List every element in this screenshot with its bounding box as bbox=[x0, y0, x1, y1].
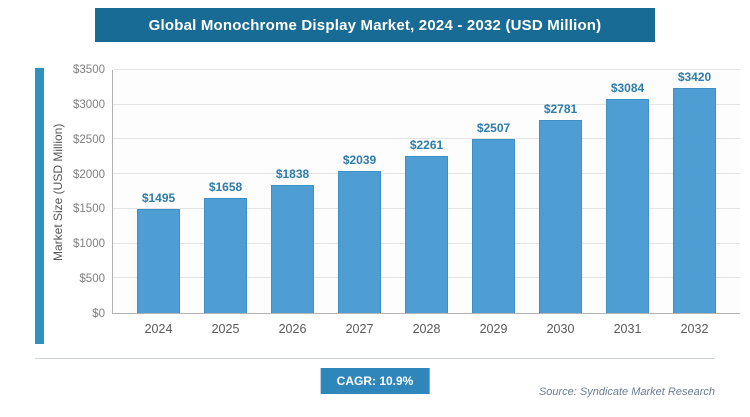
x-axis-label: 2028 bbox=[412, 322, 441, 336]
bar bbox=[606, 98, 649, 313]
bar-slot: $3420 bbox=[661, 70, 728, 313]
y-tick-label: $0 bbox=[92, 308, 105, 320]
bar-chart: Market Size (USD Million) $0 $500 $1000 $15… bbox=[50, 64, 740, 342]
y-tick-label: $2000 bbox=[73, 168, 105, 181]
footer-divider bbox=[35, 358, 715, 359]
bar bbox=[472, 138, 515, 313]
bar bbox=[271, 185, 314, 313]
x-axis-label: 2024 bbox=[144, 322, 173, 336]
x-axis-label: 2027 bbox=[345, 322, 374, 336]
x-axis-label: 2026 bbox=[278, 322, 307, 336]
bar-slot: $1658 bbox=[192, 70, 259, 313]
bar-value-label: $1838 bbox=[275, 167, 310, 182]
bar-value-label: $3420 bbox=[677, 70, 712, 84]
bar-value-label: $1658 bbox=[208, 179, 243, 194]
bar-value-label: $3084 bbox=[610, 80, 645, 95]
y-axis-title: Market Size (USD Million) bbox=[51, 123, 65, 261]
cagr-badge: CAGR: 10.9% bbox=[320, 368, 430, 394]
y-tick-label: $3000 bbox=[73, 98, 105, 111]
left-accent-stripe bbox=[35, 68, 44, 344]
chart-plot-row: Market Size (USD Million) $0 $500 $1000 $15… bbox=[50, 64, 740, 320]
y-tick-label: $3500 bbox=[73, 64, 105, 76]
x-axis: 2024 2025 2026 2027 2028 2029 2030 2031 2032 bbox=[113, 314, 740, 342]
bar-slot: $2039 bbox=[326, 70, 393, 313]
bar-slot: $3084 bbox=[594, 70, 661, 313]
bar-value-label: $2507 bbox=[476, 120, 511, 135]
bar bbox=[137, 209, 180, 313]
bar-slot: $2261 bbox=[393, 70, 460, 313]
plot-area: $1495 $1658 $1838 $2039 $2261 $2507 $2781 $3084… bbox=[112, 69, 740, 314]
x-axis-label: 2031 bbox=[613, 322, 642, 336]
gridline bbox=[113, 103, 740, 105]
bar bbox=[673, 88, 716, 313]
bar-value-label: $2039 bbox=[342, 153, 377, 168]
bar-slot: $1495 bbox=[125, 70, 192, 313]
x-axis-label: 2032 bbox=[680, 322, 709, 336]
bar-slot: $2781 bbox=[527, 70, 594, 313]
bar-slot: $1838 bbox=[259, 70, 326, 313]
gridline bbox=[113, 69, 740, 70]
chart-title-bar: Global Monochrome Display Market, 2024 -… bbox=[95, 8, 655, 42]
source-attribution: Source: Syndicate Market Research bbox=[538, 386, 715, 398]
x-axis-label: 2030 bbox=[546, 322, 575, 336]
chart-title: Global Monochrome Display Market, 2024 -… bbox=[148, 16, 602, 34]
y-tick-label: $1000 bbox=[73, 238, 105, 251]
bar bbox=[405, 156, 448, 313]
bar-value-label: $2781 bbox=[543, 101, 578, 116]
bar bbox=[539, 119, 582, 313]
bar-value-label: $1495 bbox=[141, 191, 176, 206]
bar-slot: $2507 bbox=[460, 70, 527, 313]
gridline bbox=[113, 138, 740, 140]
bar-value-label: $2261 bbox=[409, 138, 444, 153]
y-tick-label: $500 bbox=[79, 273, 105, 286]
y-axis-ticks: $0 $500 $1000 $1500 $2000 $2500 $3000 $3500 bbox=[66, 64, 112, 320]
x-axis-label: 2025 bbox=[211, 322, 240, 336]
y-tick-label: $2500 bbox=[73, 133, 105, 146]
bar bbox=[338, 171, 381, 313]
bars: $1495 $1658 $1838 $2039 $2261 $2507 $2781 $3084… bbox=[113, 70, 740, 313]
y-tick-label: $1500 bbox=[73, 203, 105, 216]
bar bbox=[204, 197, 247, 313]
x-axis-label: 2029 bbox=[479, 322, 508, 336]
